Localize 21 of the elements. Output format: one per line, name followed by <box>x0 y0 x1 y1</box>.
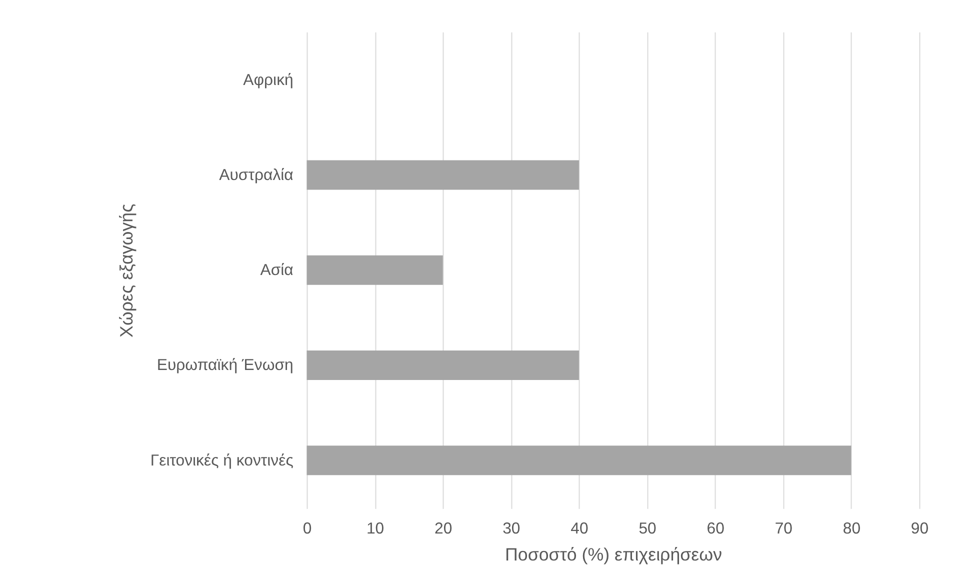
y-axis-title: Χώρες εξαγωγής <box>116 203 136 338</box>
y-tick-label: Αυστραλία <box>219 166 294 184</box>
y-tick-label: Γειτονικές ή κοντινές <box>150 452 294 470</box>
y-tick-label: Ασία <box>260 262 294 280</box>
x-tick-label: 80 <box>842 520 861 538</box>
x-tick-label: 30 <box>502 520 520 538</box>
x-tick-label: 50 <box>638 520 657 538</box>
x-axis-title: Ποσοστό (%) επιχειρήσεων <box>505 544 722 565</box>
bar <box>306 350 579 380</box>
bar <box>306 255 443 285</box>
y-tick-label: Αφρική <box>243 72 294 89</box>
x-tick-label: 60 <box>706 520 725 538</box>
x-tick-label: 0 <box>302 520 312 538</box>
x-tick-label: 40 <box>570 520 588 538</box>
bar <box>306 160 579 190</box>
x-tick-label: 70 <box>774 520 793 538</box>
x-tick-label: 20 <box>434 520 452 538</box>
x-tick-label: 90 <box>910 520 929 538</box>
y-tick-label: Ευρωπαϊκή Ένωση <box>156 357 294 374</box>
x-tick-label: 10 <box>366 520 384 538</box>
bar <box>306 446 852 476</box>
